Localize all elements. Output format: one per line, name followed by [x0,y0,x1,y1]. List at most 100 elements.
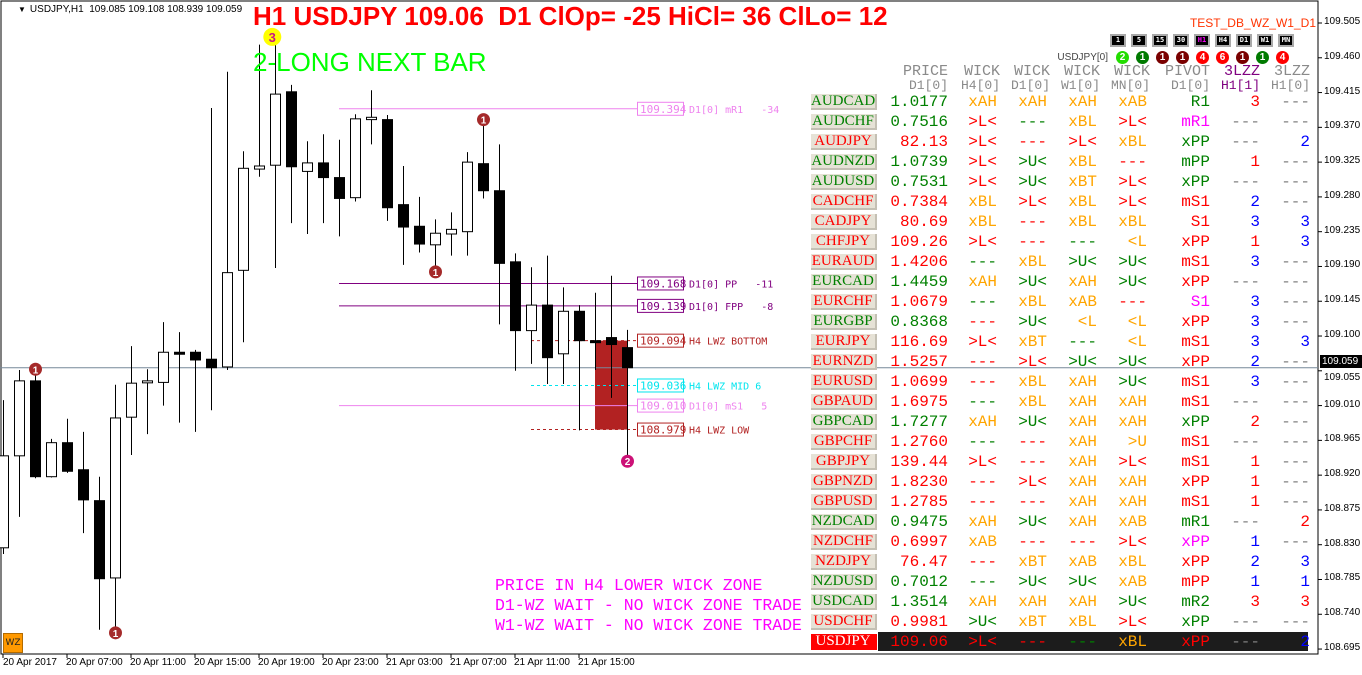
symbol-timeframe: USDJPY,H1 [29,4,84,15]
signal-cell: 3 [1250,213,1260,231]
signal-cell: 3 [1250,293,1260,311]
y-tick-label: 109.145 [1324,294,1361,306]
signal-cell: --- [1231,133,1260,151]
signal-cell: >U< [1018,173,1047,191]
candle [510,253,521,371]
wz-button[interactable]: WZ [3,633,23,653]
pair-button[interactable]: GBPNZD [811,474,877,490]
signal-cell: --- [1118,293,1147,311]
signal-marker: 2 [621,454,634,468]
pair-button[interactable]: NZDCHF [811,534,877,550]
level-price-box [637,298,684,313]
signal-cell: xBL [1118,213,1147,231]
signal-cell: xAH [1068,593,1097,611]
signal-cell: xAH [1068,453,1097,471]
pair-button[interactable]: EURCAD [811,274,877,290]
candle [222,71,233,371]
pair-button[interactable]: GBPAUD [811,394,877,410]
signal-cell: xAH [1068,473,1097,491]
pair-button[interactable]: EURGBP [811,314,877,330]
pair-button[interactable]: AUDCHF [811,114,877,130]
message-line-3: W1-WZ WAIT - NO WICK ZONE TRADE [495,616,802,635]
pair-button[interactable]: CADCHF [811,194,877,210]
timeframe-button-d1[interactable]: D1 [1236,34,1252,47]
level-price-box [637,398,684,413]
signal-cell: >U< [1068,253,1097,271]
collapse-triangle-icon[interactable]: ▼ [18,5,26,14]
pair-button[interactable]: CHFJPY [811,234,877,250]
candle [558,287,569,384]
level-price: 109.168 [640,277,686,290]
pair-button[interactable]: EURUSD [811,374,877,390]
signal-cell: xBT [1018,613,1047,631]
marker-label: 1 [113,629,119,640]
pair-button[interactable]: EURAUD [811,254,877,270]
pair-button[interactable]: CADJPY [811,214,877,230]
signal-cell: --- [968,313,997,331]
pair-button[interactable]: AUDNZD [811,154,877,170]
signal-cell: >U< [1118,373,1147,391]
pair-button[interactable]: USDJPY [811,634,877,650]
pair-button[interactable]: EURCHF [811,294,877,310]
signal-cell: --- [968,373,997,391]
signal-cell: xPP [1181,313,1210,331]
marker-label: 2 [625,457,631,468]
pair-button[interactable]: GBPCAD [811,414,877,430]
pair-button[interactable]: AUDUSD [811,174,877,190]
signal-cell: >L< [1118,613,1147,631]
x-tick-label: 20 Apr 15:00 [194,657,251,668]
pair-button[interactable]: NZDUSD [811,574,877,590]
pair-button[interactable]: AUDCAD [811,94,877,110]
pair-button[interactable]: GBPJPY [811,454,877,470]
marker-circle [477,113,490,127]
signal-cell: --- [1281,173,1310,191]
candle [414,196,425,253]
timeframe-button-5[interactable]: 5 [1131,34,1147,47]
signal-cell: xAH [968,513,997,531]
pair-price: 1.6975 [890,393,948,411]
candle [238,151,249,343]
y-tick-label: 109.055 [1324,371,1361,383]
column-header-bottom: W1[0] [1060,78,1100,93]
pair-price: 1.0679 [890,293,948,311]
pair-button[interactable]: EURJPY [811,334,877,350]
candle [190,349,201,432]
candle [142,369,153,435]
signal-cell: xAH [1068,273,1097,291]
column-header-bottom: H4[0] [960,78,1000,93]
pair-button[interactable]: GBPUSD [811,494,877,510]
signal-circle: 1 [1256,51,1269,64]
candle [350,114,361,202]
signal-cell: xAH [1118,493,1147,511]
signal-cell: --- [1068,233,1097,251]
pair-button[interactable]: NZDJPY [811,554,877,570]
signal-cell: <L [1127,313,1147,331]
pair-price: 1.7277 [890,413,948,431]
timeframe-button-1[interactable]: 1 [1110,34,1126,47]
signal-cell: --- [1231,433,1260,451]
timeframe-button-30[interactable]: 30 [1173,34,1189,47]
candle-body-bull [430,232,441,246]
timeframe-button-mn[interactable]: MN [1278,34,1294,47]
signal-cell: --- [1281,373,1310,391]
timeframe-button-h1[interactable]: H1 [1194,34,1210,47]
timeframe-button-h4[interactable]: H4 [1215,34,1231,47]
pair-button[interactable]: NZDCAD [811,514,877,530]
signal-cell: xBT [1018,553,1047,571]
pair-button[interactable]: EURNZD [811,354,877,370]
pair-price: 0.6997 [890,533,948,551]
pair-price: 82.13 [899,133,948,151]
timeframe-button-15[interactable]: 15 [1152,34,1168,47]
timeframe-button-w1[interactable]: W1 [1257,34,1273,47]
pair-button[interactable]: AUDJPY [811,134,877,150]
candle-body-bear [78,469,89,501]
signal-cell: xBL [1118,553,1147,571]
signal-cell: mR2 [1181,593,1210,611]
signal-cell: --- [1281,293,1310,311]
pair-button[interactable]: GBPCHF [811,434,877,450]
pair-button[interactable]: USDCHF [811,614,877,630]
marker-circle [429,265,442,279]
pair-button[interactable]: USDCAD [811,594,877,610]
pair-price: 80.69 [899,213,948,231]
